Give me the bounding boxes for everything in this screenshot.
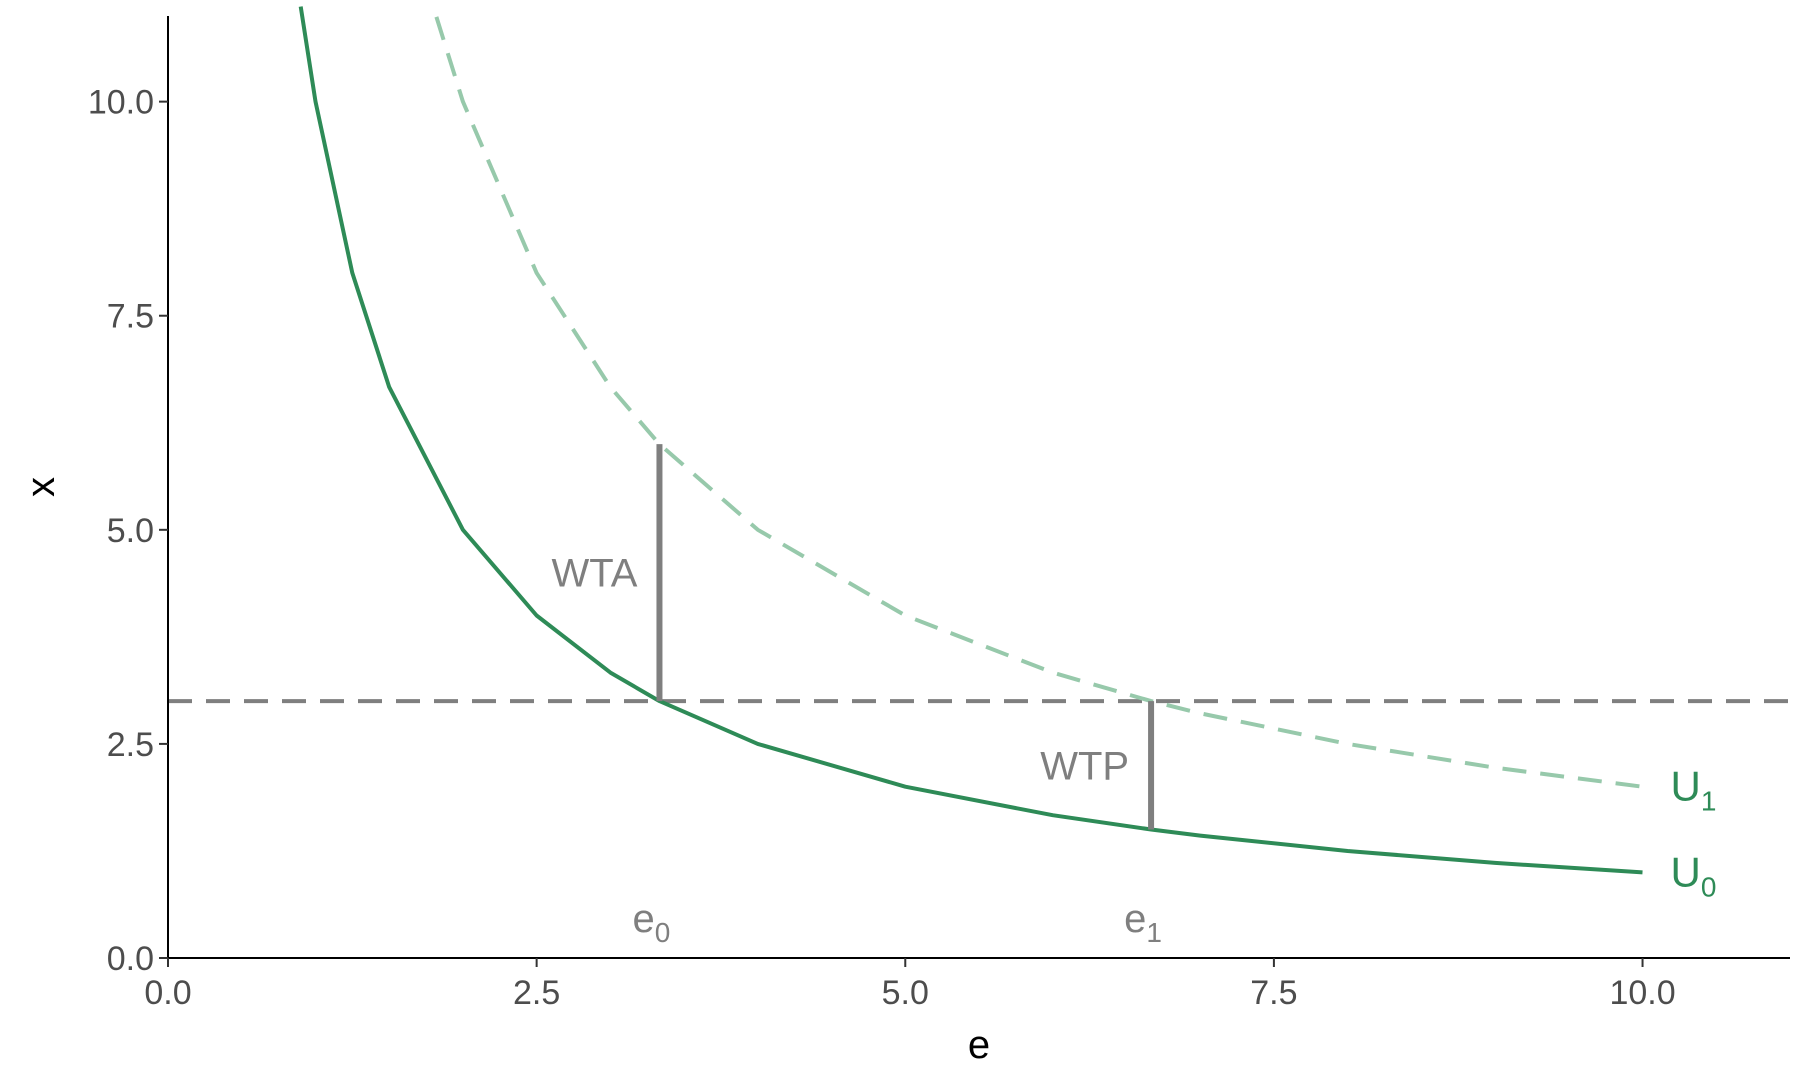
y-tick-label: 5.0 bbox=[107, 512, 154, 550]
series-label-u0: U0 bbox=[1671, 848, 1717, 902]
y-tick-label: 7.5 bbox=[107, 298, 154, 336]
x-tick-label: 10.0 bbox=[1609, 974, 1675, 1012]
plot-area bbox=[168, 6, 1790, 875]
y-tick-label: 2.5 bbox=[107, 726, 154, 764]
y-tick-label: 10.0 bbox=[88, 84, 154, 122]
x-tick-label: 5.0 bbox=[882, 974, 929, 1012]
x-tick-label: 2.5 bbox=[513, 974, 560, 1012]
point-label-e1: e1 bbox=[1124, 897, 1162, 948]
series-line-u1 bbox=[434, 16, 1643, 789]
y-axis-title: x bbox=[19, 477, 63, 497]
x-axis-title: e bbox=[968, 1023, 990, 1067]
x-tick-label: 0.0 bbox=[144, 974, 191, 1012]
x-tick-label: 7.5 bbox=[1250, 974, 1297, 1012]
annotation-layer: U0 U1 WTA WTP e0 e1 bbox=[552, 552, 1717, 948]
segment-label-wta: WTA bbox=[552, 552, 638, 596]
segment-layer bbox=[656, 444, 1155, 830]
curve-layer bbox=[298, 6, 1643, 875]
y-axis-ticks: 0.0 2.5 5.0 7.5 10.0 bbox=[88, 84, 168, 978]
segment-label-wtp: WTP bbox=[1040, 744, 1129, 788]
series-line-u0 bbox=[298, 6, 1643, 875]
point-label-e0: e0 bbox=[633, 897, 671, 948]
series-label-u1: U1 bbox=[1671, 763, 1717, 817]
y-tick-label: 0.0 bbox=[107, 940, 154, 978]
x-axis-ticks: 0.0 2.5 5.0 7.5 10.0 bbox=[144, 958, 1676, 1012]
